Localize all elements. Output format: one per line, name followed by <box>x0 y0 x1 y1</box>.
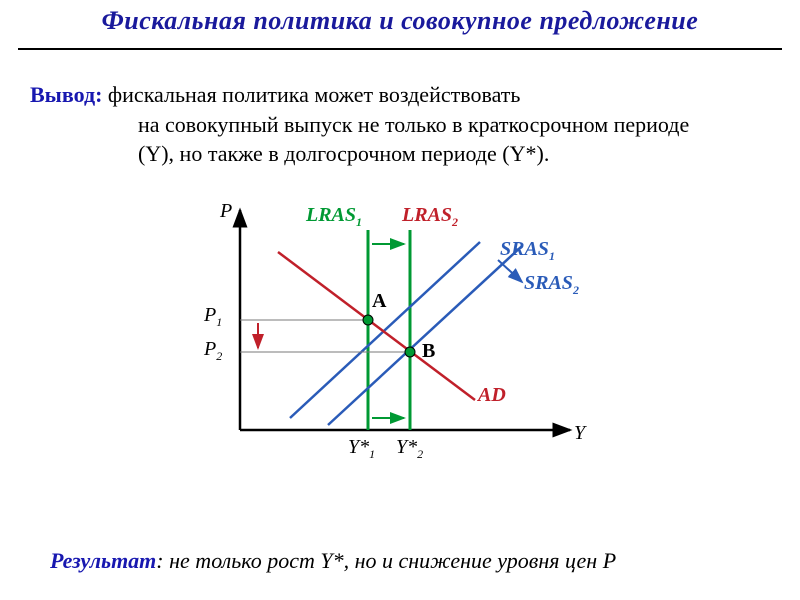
y-axis-label: Y <box>574 422 585 445</box>
lras2-label: LRAS2 <box>402 204 458 230</box>
ad-label: AD <box>478 384 506 407</box>
divider <box>18 48 782 50</box>
ystar2-label: Y*2 <box>396 436 423 462</box>
result-rest: : не только рост Y*, но и снижение уровн… <box>156 548 616 573</box>
conclusion-line3: (Y), но также в долгосрочном периоде (Y*… <box>30 139 770 169</box>
page-title: Фискальная политика и совокупное предлож… <box>0 6 800 36</box>
p-axis-label: P <box>220 200 232 223</box>
conclusion-block: Вывод: фискальная политика может воздейс… <box>30 80 770 169</box>
ystar1-label: Y*1 <box>348 436 375 462</box>
result-lead: Результат <box>50 548 156 573</box>
conclusion-lead: Вывод: <box>30 82 102 107</box>
point-a-label: A <box>372 290 386 313</box>
lras1-label: LRAS1 <box>306 204 362 230</box>
conclusion-line2: на совокупный выпуск не только в краткос… <box>30 110 770 140</box>
result-block: Результат: не только рост Y*, но и сниже… <box>50 548 770 574</box>
point-a <box>363 315 373 325</box>
sras1-line <box>290 242 480 418</box>
point-b <box>405 347 415 357</box>
sras2-label: SRAS2 <box>524 272 579 298</box>
point-b-label: B <box>422 340 435 363</box>
ad-as-diagram: P Y P1 P2 Y*1 Y*2 LRAS1 LRAS2 SRAS1 SRAS… <box>150 200 650 500</box>
sras1-label: SRAS1 <box>500 238 555 264</box>
p1-label: P1 <box>204 304 222 330</box>
p2-label: P2 <box>204 338 222 364</box>
conclusion-line1: фискальная политика может воздействовать <box>102 82 520 107</box>
